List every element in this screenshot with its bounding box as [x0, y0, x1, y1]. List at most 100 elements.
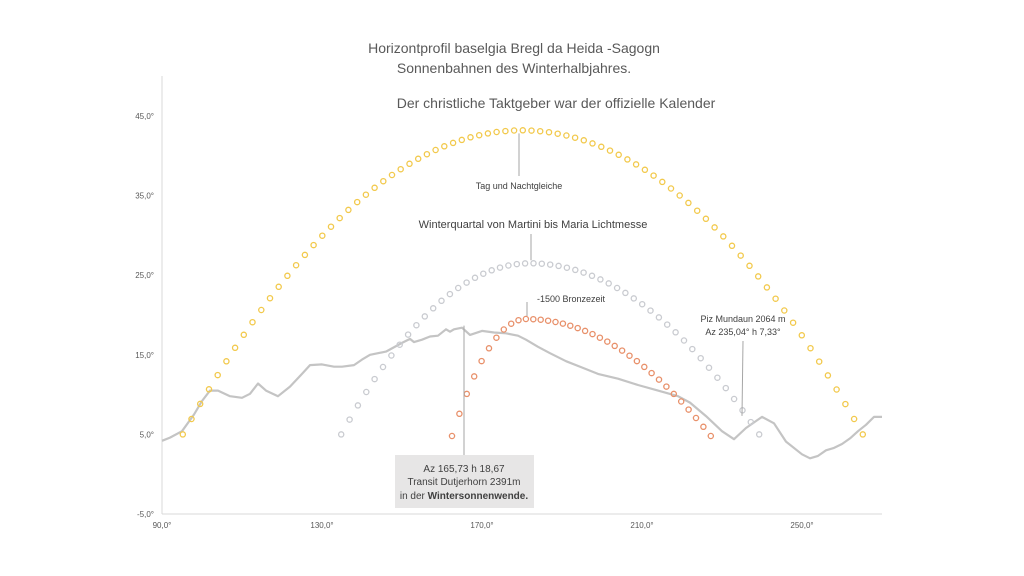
y-tick-label: 5,0°: [140, 430, 154, 439]
equinox-point: [258, 306, 265, 314]
quarter-point: [663, 321, 671, 328]
quarter-point: [371, 375, 378, 383]
y-tick-label: 25,0°: [135, 271, 154, 280]
quarter-point: [605, 280, 612, 287]
chart-title-line-2: Sonnenbahnen des Winterhalbjahres.: [397, 60, 631, 76]
equinox-point: [406, 160, 413, 168]
transit-line-1: Az 165,73 h 18,67: [423, 464, 505, 475]
quarter-point: [429, 305, 437, 312]
annotations: Tag und Nachtgleiche Winterquartal von Ma…: [395, 133, 786, 508]
equinox-point: [720, 233, 727, 240]
x-tick-label: 250,0°: [790, 521, 813, 530]
equinox-point: [815, 358, 823, 365]
equinox-point: [859, 431, 867, 438]
quarter-point: [521, 260, 529, 267]
quarter-point: [363, 388, 370, 396]
y-tick-label: 45,0°: [135, 112, 154, 121]
transit-line-2: Transit Dutjerhorn 2391m: [407, 477, 520, 488]
quarter-point: [538, 260, 546, 267]
quarter-point: [613, 284, 621, 292]
equinox-point: [728, 242, 736, 250]
horizon-profile: [161, 326, 882, 460]
solstice-point: [544, 317, 552, 324]
equinox-point: [493, 128, 500, 136]
equinox-point: [702, 215, 710, 223]
solstice-point: [707, 432, 715, 440]
equinox-point: [580, 137, 588, 144]
equinox-point: [275, 283, 282, 291]
solstice-point: [655, 376, 663, 383]
equinox-point: [196, 400, 204, 408]
y-tick-label: 15,0°: [135, 351, 154, 360]
chart-title-line-1: Horizontprofil baselgia Bregl da Heida -…: [368, 40, 660, 56]
quarter-point: [580, 269, 587, 276]
quarter-point: [588, 272, 596, 280]
quarter-point: [555, 262, 562, 270]
equinox-point: [563, 132, 570, 139]
equinox-label: Tag und Nachtgleiche: [476, 181, 563, 191]
solstice-point: [589, 330, 596, 338]
equinox-point: [475, 131, 483, 139]
solstice-point: [448, 432, 456, 440]
equinox-point: [685, 199, 692, 207]
quarter-point: [421, 313, 429, 320]
solstice-point: [596, 334, 604, 341]
equinox-series: [179, 127, 867, 438]
equinox-point: [781, 307, 788, 314]
solstice-point: [604, 338, 611, 345]
quarter-point: [354, 402, 362, 409]
solstice-point: [626, 352, 633, 359]
equinox-point: [571, 134, 579, 141]
quarter-point: [346, 416, 353, 423]
equinox-point: [641, 166, 649, 174]
equinox-point: [545, 128, 553, 136]
equinox-point: [266, 294, 274, 302]
solstice-point: [493, 334, 500, 341]
solstice-point: [530, 315, 537, 323]
equinox-point: [554, 130, 561, 137]
horizon-line: [161, 326, 882, 460]
transit-line-3-prefix: in der: [400, 491, 428, 502]
quarter-point: [446, 290, 454, 298]
equinox-point: [737, 252, 744, 259]
equinox-point: [693, 207, 701, 214]
mundaun-label-line-2: Az 235,04° h 7,33°: [705, 327, 781, 337]
quarter-point: [689, 345, 696, 353]
equinox-point: [772, 295, 779, 302]
quarter-point: [513, 260, 521, 268]
solstice-point: [677, 398, 685, 405]
equinox-point: [432, 146, 439, 154]
solstice-point: [507, 320, 515, 327]
solstice-point: [633, 357, 641, 365]
quarter-point: [337, 431, 345, 438]
equinox-point: [292, 261, 300, 269]
bronze-label: -1500 Bronzezeit: [537, 294, 606, 304]
equinox-point: [380, 177, 387, 185]
equinox-point: [598, 143, 605, 151]
equinox-point: [763, 284, 771, 291]
quarter-point: [638, 300, 646, 308]
solstice-point: [456, 410, 463, 418]
equinox-point: [842, 400, 849, 408]
quarter-point: [680, 337, 688, 344]
equinox-point: [807, 344, 814, 352]
solstice-point: [515, 316, 522, 324]
equinox-point: [388, 171, 396, 179]
solstice-point: [537, 316, 544, 323]
solstice-point: [700, 423, 707, 431]
solstice-point: [463, 390, 471, 398]
equinox-point: [676, 192, 683, 199]
solstice-point: [641, 363, 648, 371]
equinox-point: [179, 431, 187, 438]
quarter-point: [463, 279, 470, 286]
quarter-point: [572, 266, 579, 274]
equinox-point: [536, 127, 544, 135]
solstice-point: [581, 327, 589, 335]
equinox-point: [371, 184, 378, 192]
equinox-point: [223, 358, 230, 365]
equinox-point: [624, 156, 631, 163]
solstice-point: [670, 390, 678, 398]
equinox-point: [615, 151, 622, 159]
equinox-point: [284, 272, 291, 280]
